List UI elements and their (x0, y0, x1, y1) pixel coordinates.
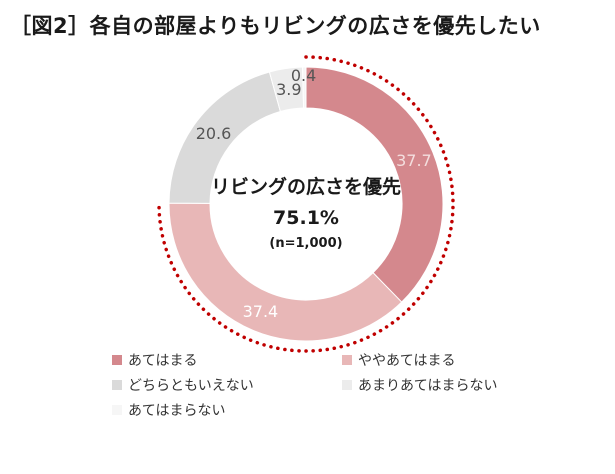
legend-label: ややあてはまる (358, 353, 456, 369)
legend-swatch (112, 380, 122, 390)
legend-label: あてはまる (128, 353, 198, 369)
slice-5 (302, 66, 307, 109)
value-label-4: 3.9 (276, 80, 301, 99)
legend-item-5: あてはまらない (112, 400, 225, 420)
value-label-3: 20.6 (196, 124, 232, 143)
center-label: リビングの広さを優先 (211, 175, 401, 198)
legend-label: あてはまらない (128, 403, 226, 419)
legend-item-2: ややあてはまる (342, 350, 455, 370)
legend-swatch (112, 405, 122, 415)
legend-swatch (342, 355, 352, 365)
slice-1 (305, 66, 444, 303)
legend-label: どちらともいえない (128, 378, 254, 394)
slice-2 (168, 202, 403, 342)
chart-title: ［図2］各自の部屋よりもリビングの広さを優先したい (10, 14, 541, 38)
value-label-5: 0.4 (291, 66, 316, 85)
value-label-1: 37.7 (396, 151, 432, 170)
highlight-dotted-arc (157, 55, 455, 353)
value-label-2: 37.4 (243, 302, 279, 321)
center-value: 75.1% (273, 207, 339, 229)
legend-swatch (342, 380, 352, 390)
center-note: (n=1,000) (269, 236, 342, 251)
legend-item-1: あてはまる (112, 350, 197, 370)
legend-label: あまりあてはまらない (358, 378, 498, 394)
legend-item-3: どちらともいえない (112, 375, 254, 395)
legend-item-4: あまりあてはまらない (342, 375, 497, 395)
legend-swatch (112, 355, 122, 365)
